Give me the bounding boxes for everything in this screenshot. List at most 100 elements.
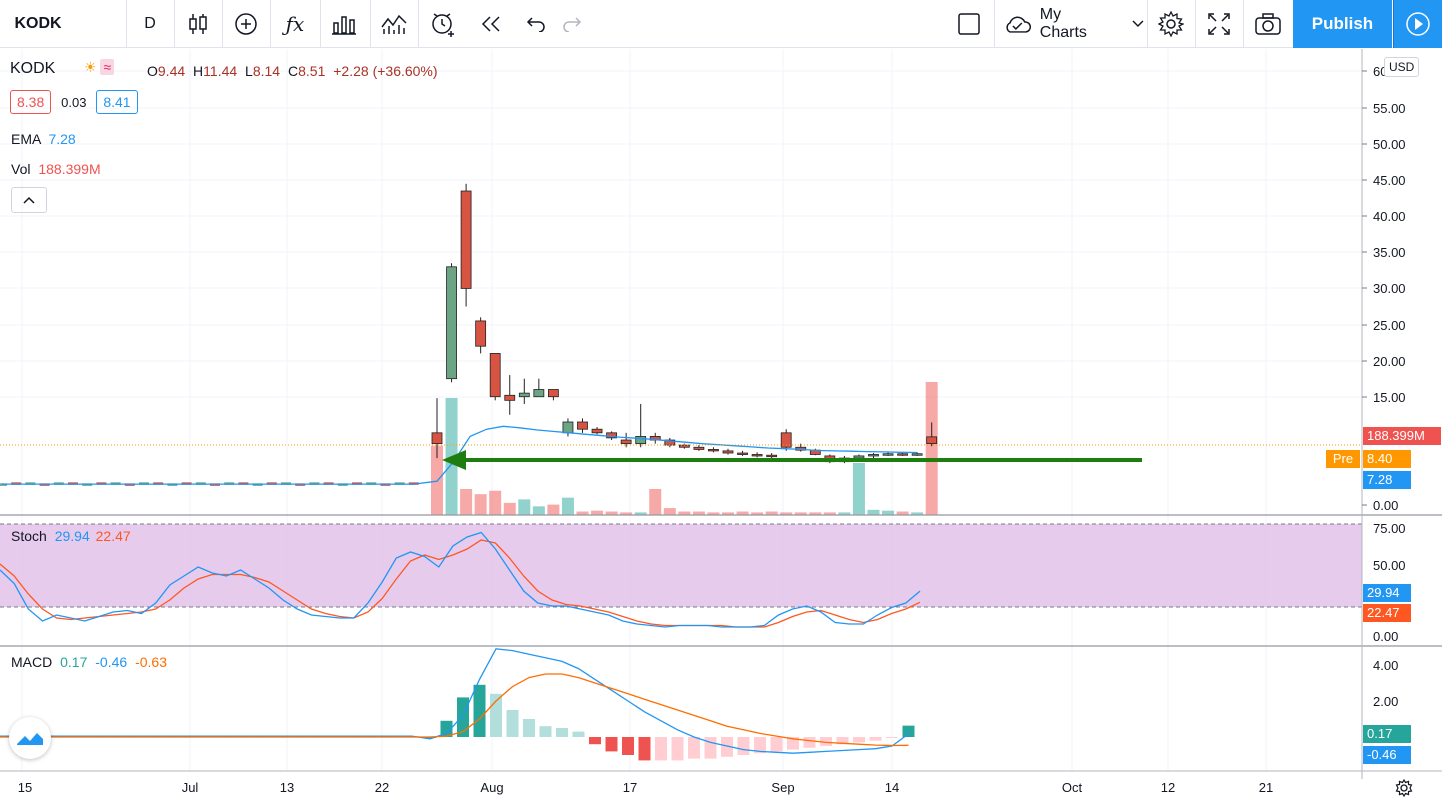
candles-icon[interactable]	[178, 0, 218, 48]
time-axis[interactable]: 15 Jul 13 22 Aug 17 Sep 14 Oct 12 21	[18, 780, 1273, 795]
macd-histogram-bar	[638, 737, 651, 761]
macd-tick-label: 4.00	[1373, 658, 1398, 673]
stoch-tick-label: 75.00	[1373, 521, 1406, 536]
settings-icon[interactable]	[1150, 0, 1192, 48]
replay-icon[interactable]	[472, 0, 510, 48]
volume-bar	[809, 512, 822, 515]
publish-button[interactable]: Publish	[1293, 0, 1392, 48]
camera-icon[interactable]	[1246, 0, 1290, 48]
candle	[475, 320, 487, 347]
undo-icon[interactable]	[518, 0, 554, 48]
play-icon[interactable]	[1393, 0, 1442, 48]
volume-price-tag: 188.399M	[1363, 427, 1441, 445]
volume-bar	[518, 499, 531, 515]
macd-histogram-bar	[539, 726, 552, 737]
macd-histogram-bar	[803, 737, 816, 748]
macd-histogram-bar	[721, 737, 733, 757]
candle	[591, 428, 603, 434]
candle	[504, 394, 516, 401]
volume-bar	[460, 489, 473, 515]
volume-bar	[925, 381, 938, 515]
top-toolbar: KODK D ƒx My Charts	[0, 0, 1442, 48]
bid-ask-row: 8.38 0.03 8.41	[10, 90, 138, 114]
volume-bar	[576, 511, 589, 515]
chevron-up-icon	[23, 196, 35, 204]
volume-bar	[678, 511, 691, 515]
ema-legend[interactable]: EMA 7.28	[11, 131, 76, 147]
macd-legend[interactable]: MACD 0.17 -0.46 -0.63	[11, 654, 167, 670]
pre-market-badge: Pre	[1326, 450, 1360, 468]
candle	[897, 453, 908, 456]
candle	[548, 389, 559, 398]
candle	[780, 432, 792, 448]
gear-icon[interactable]	[1392, 776, 1416, 800]
macd-histogram-bar	[473, 684, 486, 737]
add-compare-icon[interactable]	[226, 0, 266, 48]
time-tick-label: 15	[18, 780, 32, 795]
price-tick-label: 60	[1373, 64, 1387, 79]
market-status-icons[interactable]: ☀ ≈	[84, 59, 115, 76]
macd-histogram-bar	[655, 737, 667, 761]
volume-bar	[474, 494, 487, 515]
candle	[708, 449, 719, 452]
collapse-legend-button[interactable]	[11, 187, 47, 213]
toolbar-divider	[418, 0, 419, 48]
candle	[911, 453, 923, 456]
price-axis[interactable]: 60 55.00 50.00 45.00 40.00 35.00 30.00 25.00 20.…	[1362, 64, 1406, 709]
chart-canvas[interactable]: 60 55.00 50.00 45.00 40.00 35.00 30.00 25.00 20.…	[0, 49, 1442, 805]
chart-area[interactable]: 60 55.00 50.00 45.00 40.00 35.00 30.00 25.00 20.…	[0, 49, 1442, 805]
macd-histogram-bar	[440, 720, 453, 737]
macd-signal-tag: -0.46	[1363, 746, 1411, 764]
volume-bar	[794, 512, 807, 515]
bid-price[interactable]: 8.38	[10, 90, 52, 114]
time-tick-label: 14	[885, 780, 899, 795]
interval-button[interactable]: D	[144, 15, 156, 32]
volume-bar	[591, 510, 604, 515]
macd-tick-label: 2.00	[1373, 694, 1398, 709]
green-arrow-drawing[interactable]	[442, 450, 1142, 470]
candle	[722, 450, 734, 454]
financials-icon[interactable]	[372, 0, 416, 48]
macd-histogram-bar	[770, 737, 783, 752]
symbol-search-button[interactable]: KODK	[14, 15, 62, 32]
legend-symbol[interactable]: KODK	[10, 60, 56, 77]
macd-histogram-bar	[787, 737, 799, 750]
price-tick-label: 20.00	[1373, 354, 1406, 369]
volume-bar	[765, 511, 778, 515]
stoch-legend[interactable]: Stoch 29.94 22.47	[11, 528, 131, 544]
redo-icon[interactable]	[554, 0, 590, 48]
indicators-icon[interactable]: ƒx	[285, 12, 305, 36]
candle	[635, 436, 647, 445]
toolbar-divider	[994, 0, 995, 48]
candle	[577, 421, 588, 430]
fullscreen-icon[interactable]	[1198, 0, 1240, 48]
candle	[853, 455, 865, 459]
volume-bar	[561, 497, 574, 515]
my-charts-button[interactable]: My Charts	[998, 0, 1144, 48]
ema-line	[2, 425, 918, 485]
volume-bars	[431, 381, 938, 515]
volume-bar	[736, 511, 749, 515]
volume-bar	[882, 510, 895, 515]
time-tick-label: 22	[375, 780, 389, 795]
currency-badge[interactable]: USD	[1384, 57, 1420, 77]
time-tick-label: Sep	[771, 780, 794, 795]
spread-value: 0.03	[61, 95, 87, 110]
macd-histogram-bar	[704, 737, 717, 759]
macd-histogram-bar	[869, 737, 882, 741]
price-change: +2.28 (+36.60%)	[333, 63, 438, 79]
templates-icon[interactable]	[322, 0, 366, 48]
volume-legend[interactable]: Vol 188.399M	[11, 161, 101, 177]
macd-histogram-bar	[506, 710, 519, 737]
ohlc-values: O9.44 H11.44 L8.14 C8.51 +2.28 (+36.60%)	[147, 63, 438, 79]
price-tick-label: 25.00	[1373, 318, 1406, 333]
layout-icon[interactable]	[948, 0, 990, 48]
macd-histogram-bar	[671, 737, 684, 761]
price-tick-label: 30.00	[1373, 281, 1406, 296]
alert-icon[interactable]	[422, 0, 464, 48]
macd-histogram-bar	[589, 737, 601, 745]
volume-bar	[503, 502, 516, 515]
ask-price[interactable]: 8.41	[96, 90, 138, 114]
tradingview-logo-button[interactable]	[9, 717, 51, 759]
time-tick-label: 12	[1161, 780, 1175, 795]
